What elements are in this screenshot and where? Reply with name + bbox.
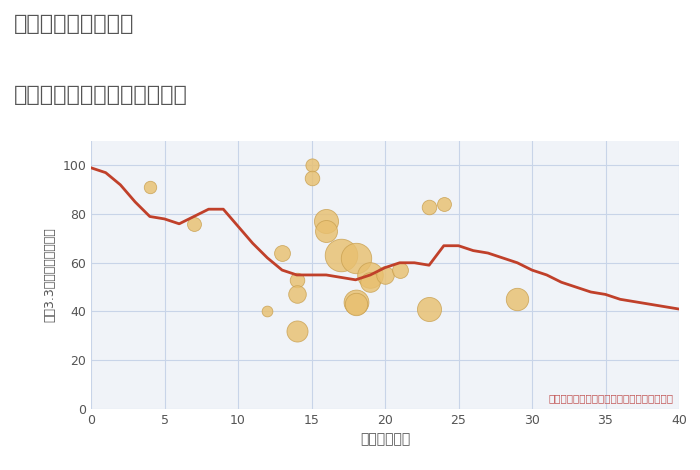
Point bbox=[350, 300, 361, 308]
Point bbox=[350, 254, 361, 262]
Point bbox=[438, 201, 449, 208]
Point bbox=[291, 290, 302, 298]
Point bbox=[291, 327, 302, 335]
Point bbox=[379, 271, 391, 279]
Y-axis label: 平（3.3㎡）単価（万円）: 平（3.3㎡）単価（万円） bbox=[43, 227, 57, 322]
Point bbox=[306, 162, 317, 169]
Point bbox=[365, 279, 376, 286]
Point bbox=[188, 220, 199, 227]
Point bbox=[321, 218, 332, 225]
Point bbox=[424, 306, 435, 313]
Point bbox=[276, 249, 288, 257]
Point bbox=[335, 252, 346, 259]
Point bbox=[350, 298, 361, 306]
Point bbox=[321, 227, 332, 235]
Point bbox=[394, 266, 405, 274]
Point bbox=[262, 308, 273, 315]
Point bbox=[365, 271, 376, 279]
Point bbox=[424, 203, 435, 211]
Point bbox=[144, 183, 155, 191]
Point bbox=[291, 276, 302, 283]
Text: 大阪府交野市梅が枝: 大阪府交野市梅が枝 bbox=[14, 14, 134, 34]
Point bbox=[306, 174, 317, 181]
X-axis label: 築年数（年）: 築年数（年） bbox=[360, 432, 410, 446]
Text: 円の大きさは、取引のあった物件面積を示す: 円の大きさは、取引のあった物件面積を示す bbox=[548, 393, 673, 404]
Point bbox=[512, 296, 523, 303]
Text: 築年数別中古マンション価格: 築年数別中古マンション価格 bbox=[14, 85, 188, 105]
